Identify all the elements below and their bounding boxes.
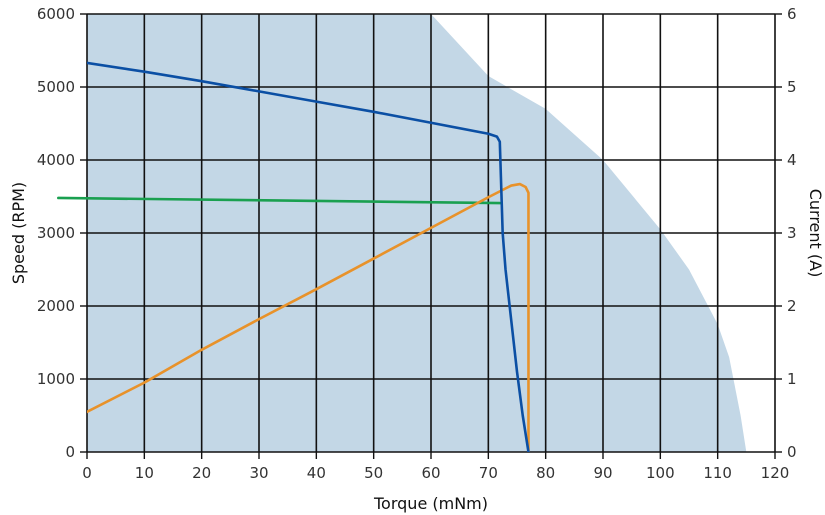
y-left-tick-label: 3000 [37,224,75,242]
x-tick-label: 120 [761,464,790,482]
y2-axis-label: Current (A) [806,189,825,278]
y-left-tick-label: 6000 [37,5,75,23]
green-series-line [57,196,502,205]
x-tick-label: 50 [364,464,383,482]
y-right-tick-label: 3 [787,224,797,242]
x-tick-label: 0 [82,464,92,482]
x-tick-label: 90 [593,464,612,482]
y-right-tick-label: 2 [787,297,797,315]
y-right-tick-label: 1 [787,370,797,388]
x-tick-label: 60 [421,464,440,482]
x-axis-label: Torque (mNm) [373,494,488,513]
y-left-tick-label: 0 [65,443,75,461]
x-tick-label: 40 [307,464,326,482]
current-series-line [87,182,530,452]
y-left-tick-label: 2000 [37,297,75,315]
x-tick-label: 10 [135,464,154,482]
x-tick-label: 110 [703,464,732,482]
x-tick-label: 20 [192,464,211,482]
y-left-tick-label: 5000 [37,78,75,96]
y-right-tick-label: 5 [787,78,797,96]
y-right-tick-label: 4 [787,151,797,169]
x-tick-label: 30 [249,464,268,482]
x-tick-label: 100 [646,464,675,482]
x-tick-label: 70 [479,464,498,482]
y-left-tick-label: 4000 [37,151,75,169]
x-tick-label: 80 [536,464,555,482]
y-right-tick-label: 0 [787,443,797,461]
y-left-tick-label: 1000 [37,370,75,388]
y-axis-label: Speed (RPM) [9,182,28,284]
speed-series-line [87,61,530,452]
y-right-tick-label: 6 [787,5,797,23]
